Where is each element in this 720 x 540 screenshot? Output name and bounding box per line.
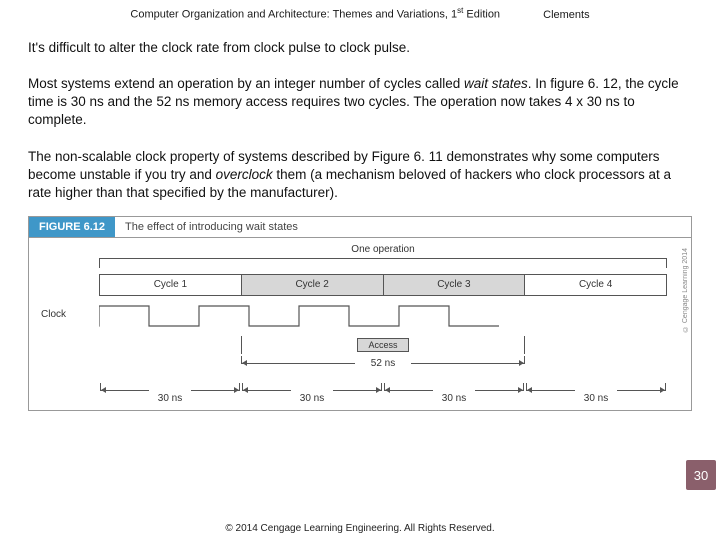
book-title-prefix: Computer Organization and Architecture: … <box>130 9 457 21</box>
cycle-box: Cycle 3 <box>383 274 526 296</box>
one-operation-bracket <box>99 258 667 268</box>
figure-tag: FIGURE 6.12 <box>29 217 115 237</box>
access-span: Access <box>241 336 525 354</box>
page-header: Computer Organization and Architecture: … <box>0 0 720 21</box>
cycle-box: Cycle 4 <box>524 274 667 296</box>
cycle-ns-cell: 30 ns <box>241 383 383 404</box>
footer-copyright: © 2014 Cengage Learning Engineering. All… <box>0 523 720 534</box>
cycle-ns-cell: 30 ns <box>525 383 667 404</box>
access-ns-label: 52 ns <box>241 358 525 369</box>
paragraph-2: Most systems extend an operation by an i… <box>28 75 692 130</box>
author-name: Clements <box>543 9 589 21</box>
cycle-ns-cell: 30 ns <box>383 383 525 404</box>
book-title-suffix: Edition <box>463 9 500 21</box>
cycle-ns-cell: 30 ns <box>99 383 241 404</box>
figure-6-12: FIGURE 6.12 The effect of introducing wa… <box>28 216 692 411</box>
cycle-ns-row: 30 ns30 ns30 ns30 ns <box>99 383 667 404</box>
p3-overclock: overclock <box>216 167 273 182</box>
cycles-row: Cycle 1Cycle 2Cycle 3Cycle 4 <box>99 274 667 296</box>
figure-header: FIGURE 6.12 The effect of introducing wa… <box>29 217 691 238</box>
access-box: Access <box>357 338 408 352</box>
p2-part-a: Most systems extend an operation by an i… <box>28 76 464 91</box>
figure-copyright: © Cengage Learning 2014 <box>682 248 689 332</box>
clock-waveform <box>99 302 499 330</box>
p2-wait-states: wait states <box>464 76 528 91</box>
body-text: It's difficult to alter the clock rate f… <box>0 39 720 203</box>
cycle-box: Cycle 2 <box>241 274 384 296</box>
cycle-box: Cycle 1 <box>99 274 242 296</box>
clock-label: Clock <box>41 309 66 320</box>
one-operation-label: One operation <box>99 244 667 255</box>
page-number-badge: 30 <box>686 460 716 490</box>
figure-body: © Cengage Learning 2014 One operation Cy… <box>29 238 691 410</box>
figure-caption: The effect of introducing wait states <box>115 217 691 237</box>
timing-diagram: One operation Cycle 1Cycle 2Cycle 3Cycle… <box>99 244 667 382</box>
paragraph-1: It's difficult to alter the clock rate f… <box>28 39 692 57</box>
paragraph-3: The non-scalable clock property of syste… <box>28 148 692 203</box>
